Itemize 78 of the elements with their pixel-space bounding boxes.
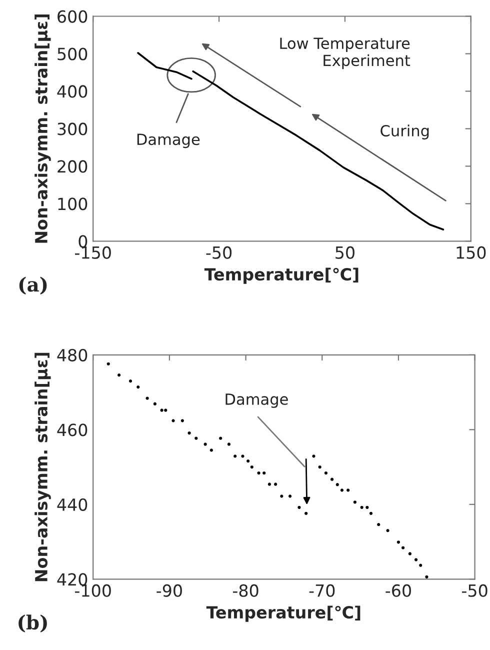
point [257, 471, 260, 475]
x-tick-label: -80 [232, 584, 258, 597]
point [250, 465, 254, 469]
point [318, 465, 322, 469]
annotation: Curing [380, 124, 429, 140]
point [288, 494, 292, 498]
point [188, 431, 191, 435]
y-tick-label: 300 [58, 122, 88, 136]
point [396, 540, 400, 544]
x-axis-title: Temperature[℃] [206, 606, 360, 622]
point [340, 488, 344, 492]
point [172, 419, 175, 422]
y-axis-title: Non-axisymm. strain[με] [34, 14, 51, 243]
point [234, 454, 237, 458]
point [419, 564, 422, 567]
point [153, 402, 156, 406]
point [106, 362, 110, 366]
x-tick-label: -90 [156, 584, 182, 597]
point [180, 419, 184, 422]
annotation: Damage [226, 394, 288, 408]
point [219, 436, 222, 440]
point [408, 552, 412, 556]
point [336, 483, 339, 486]
y-tick-label: 100 [58, 198, 88, 210]
x-tick-label: -50 [206, 246, 232, 259]
y-tick-label: 500 [58, 48, 88, 60]
y-tick-label: 0 [78, 235, 88, 248]
y-tick-label: 400 [57, 85, 88, 98]
point [360, 506, 364, 509]
point [353, 500, 357, 504]
x-tick-label: 50 [336, 246, 354, 259]
x-tick-label: -70 [309, 584, 335, 597]
point [210, 448, 213, 452]
point [330, 478, 334, 481]
y-axis-title: Non-axisymm. strain[με] [34, 352, 51, 582]
point [160, 408, 164, 412]
point [280, 494, 284, 498]
y-tick-label: 600 [58, 10, 88, 23]
point [136, 385, 140, 389]
y-tick-label: 480 [57, 348, 88, 362]
annotation: Damage [137, 134, 200, 148]
point [425, 575, 428, 578]
point [298, 506, 301, 509]
point [262, 471, 266, 475]
point [118, 374, 121, 377]
x-axis-title: Temperature[℃] [204, 268, 358, 284]
point [401, 546, 405, 550]
point [146, 396, 149, 400]
x-tick-label: -60 [386, 584, 411, 597]
point [274, 482, 278, 486]
point [227, 442, 231, 446]
point [312, 454, 316, 458]
point [304, 512, 308, 515]
point [414, 558, 418, 562]
point [346, 488, 350, 492]
point [386, 529, 390, 532]
point [128, 380, 132, 383]
point [246, 459, 250, 463]
point [377, 523, 380, 526]
point [204, 442, 207, 446]
text: (b) [18, 614, 47, 632]
y-tick-label: 200 [58, 160, 88, 173]
point [194, 436, 198, 440]
x-tick-label: -50 [462, 584, 488, 597]
text: (a) [19, 276, 47, 295]
y-tick-label: 460 [57, 424, 88, 436]
annotation: Low Temperature Experiment [280, 38, 410, 70]
point [324, 471, 328, 475]
point [164, 408, 168, 412]
y-tick-label: 420 [57, 573, 88, 586]
x-tick-label: -150 [75, 246, 111, 259]
point [268, 482, 272, 486]
point [366, 506, 369, 509]
y-tick-label: 440 [57, 498, 88, 511]
point [369, 512, 373, 515]
x-tick-label: -100 [75, 584, 111, 597]
point [241, 454, 244, 458]
x-tick-label: 150 [456, 246, 486, 259]
